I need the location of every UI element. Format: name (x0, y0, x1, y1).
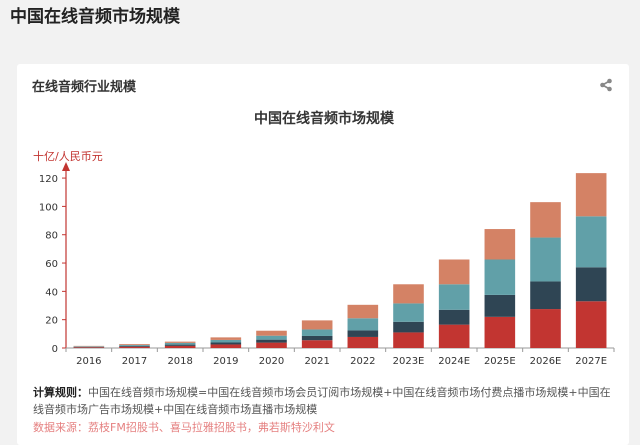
bar-segment[interactable] (256, 330, 287, 336)
share-icon[interactable] (599, 78, 613, 92)
bar-segment[interactable] (301, 335, 333, 341)
bar-segment[interactable] (256, 335, 287, 340)
source-label: 数据来源： (33, 421, 88, 434)
bar-segment[interactable] (393, 321, 424, 333)
y-tick-label: 80 (45, 231, 58, 242)
bar-segment[interactable] (530, 237, 561, 282)
y-tick-label: 100 (39, 202, 58, 213)
bar-segment[interactable] (530, 281, 561, 310)
bar-segment[interactable] (164, 345, 196, 348)
bar-segment[interactable] (210, 342, 242, 345)
x-tick-label: 2021 (304, 356, 329, 367)
bar-segment[interactable] (210, 344, 242, 348)
x-tick-label: 2018 (167, 356, 192, 367)
page-title: 中国在线音频市场规模 (10, 7, 180, 27)
bar-segment[interactable] (73, 346, 105, 347)
bar-segment[interactable] (164, 341, 196, 343)
x-tick-label: 2024E (438, 356, 470, 367)
x-tick-label: 2026E (530, 356, 562, 367)
x-tick-label: 2025E (484, 356, 516, 367)
source-text: 荔枝FM招股书、喜马拉雅招股书，弗若斯特沙利文 (88, 421, 335, 434)
bar-segment[interactable] (119, 346, 150, 348)
bar-segment[interactable] (210, 339, 242, 343)
calculation-rule: 计算规则：中国在线音频市场规模=中国在线音频市场会员订阅市场规模+中国在线音频市… (33, 384, 618, 418)
bar-segment[interactable] (438, 324, 470, 348)
bar-segment[interactable] (393, 284, 424, 304)
bar-segment[interactable] (256, 342, 287, 348)
y-tick-label: 40 (45, 287, 58, 298)
y-tick-label: 120 (39, 174, 58, 185)
bar-segment[interactable] (484, 316, 516, 348)
x-tick-label: 2023E (393, 356, 425, 367)
bar-segment[interactable] (530, 309, 561, 348)
bar-segment[interactable] (530, 202, 561, 238)
x-tick-label: 2016 (76, 356, 101, 367)
bar-segment[interactable] (575, 173, 607, 217)
bar-segment[interactable] (301, 340, 333, 348)
bar-segment[interactable] (347, 304, 379, 319)
y-tick-label: 60 (45, 259, 58, 270)
bar-segment[interactable] (164, 344, 196, 346)
bar-segment[interactable] (575, 267, 607, 302)
x-tick-label: 2020 (259, 356, 284, 367)
x-tick-label: 2019 (213, 356, 238, 367)
data-source: 数据来源：荔枝FM招股书、喜马拉雅招股书，弗若斯特沙利文 (33, 419, 335, 435)
x-tick-label: 2017 (122, 356, 147, 367)
bar-segment[interactable] (438, 259, 470, 285)
bar-segment[interactable] (347, 336, 379, 348)
bar-segment[interactable] (393, 303, 424, 322)
bar-segment[interactable] (393, 332, 424, 348)
bar-segment[interactable] (210, 337, 242, 340)
bar-segment[interactable] (301, 329, 333, 336)
y-tick-label: 0 (52, 344, 58, 355)
rule-label: 计算规则： (33, 386, 88, 399)
y-axis-arrow (62, 162, 70, 171)
bar-segment[interactable] (256, 339, 287, 343)
chart-title: 中国在线音频市场规模 (254, 110, 395, 127)
bar-segment[interactable] (119, 345, 150, 347)
y-axis-label: 十亿/人民币元 (33, 149, 103, 163)
bar-segment[interactable] (575, 216, 607, 268)
bar-segment[interactable] (301, 320, 333, 330)
bar-segment[interactable] (119, 344, 150, 345)
bar-segment[interactable] (73, 347, 105, 348)
x-tick-label: 2022 (350, 356, 375, 367)
bar-segment[interactable] (484, 229, 516, 260)
chart-card: 在线音频行业规模 中国在线音频市场规模 十亿/人民币元 0 20 40 60 80 100… (17, 64, 629, 445)
bar-segment[interactable] (575, 301, 607, 348)
bar-segment[interactable] (484, 294, 516, 317)
bar-segment[interactable] (119, 344, 150, 346)
bar-segment[interactable] (164, 342, 196, 345)
bar-segment[interactable] (347, 330, 379, 337)
y-tick-label: 20 (45, 316, 58, 327)
bar-segment[interactable] (438, 284, 470, 310)
x-tick-label: 2027E (575, 356, 607, 367)
bar-segment[interactable] (484, 259, 516, 295)
bar-segment[interactable] (347, 318, 379, 331)
rule-text: 中国在线音频市场规模=中国在线音频市场会员订阅市场规模+中国在线音频市场付费点播… (33, 386, 611, 416)
stacked-bar-chart: 中国在线音频市场规模 十亿/人民币元 0 20 40 60 80 100 120 2016 2… (33, 110, 615, 367)
bar-segment[interactable] (438, 309, 470, 325)
card-title: 在线音频行业规模 (32, 80, 137, 95)
